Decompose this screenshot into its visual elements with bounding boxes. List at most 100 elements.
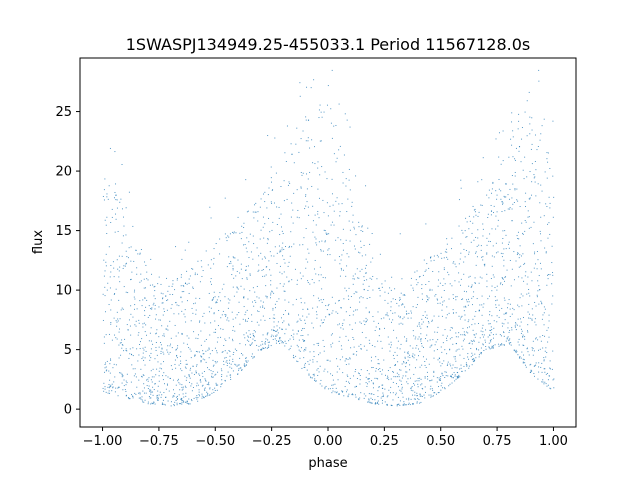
data-point xyxy=(134,373,136,375)
data-point xyxy=(107,198,109,200)
data-point xyxy=(528,313,530,315)
data-point xyxy=(232,318,234,320)
data-point xyxy=(426,263,428,265)
data-point xyxy=(534,181,536,183)
data-point xyxy=(182,388,184,390)
data-point xyxy=(230,378,232,380)
data-point xyxy=(338,393,340,395)
data-point xyxy=(139,300,141,302)
data-point xyxy=(491,347,493,349)
data-point xyxy=(412,287,414,289)
data-point xyxy=(260,319,262,321)
data-point xyxy=(452,377,454,379)
data-point xyxy=(151,273,153,275)
data-point xyxy=(455,312,457,314)
data-point xyxy=(295,355,297,357)
data-point xyxy=(228,263,230,265)
data-point xyxy=(492,345,494,347)
data-point xyxy=(300,302,302,304)
data-point xyxy=(345,275,347,277)
data-point xyxy=(377,359,379,361)
data-point xyxy=(325,385,327,387)
data-point xyxy=(538,371,540,373)
data-point xyxy=(410,389,412,391)
data-point xyxy=(468,251,470,253)
data-point xyxy=(519,245,521,247)
data-point xyxy=(322,339,324,341)
data-point xyxy=(472,329,474,331)
data-point xyxy=(436,298,438,300)
data-point xyxy=(543,357,545,359)
data-point xyxy=(289,255,291,257)
data-point xyxy=(498,188,500,190)
data-point xyxy=(296,360,298,362)
data-point xyxy=(318,300,320,302)
data-point xyxy=(233,277,235,279)
data-point xyxy=(464,230,466,232)
data-point xyxy=(332,384,334,386)
data-point xyxy=(333,210,335,212)
data-point xyxy=(452,294,454,296)
data-point xyxy=(541,302,543,304)
data-point xyxy=(130,334,132,336)
data-point xyxy=(214,389,216,391)
data-point xyxy=(326,202,328,204)
data-point xyxy=(446,251,448,253)
data-point xyxy=(202,376,204,378)
data-point xyxy=(482,336,484,338)
data-point xyxy=(487,298,489,300)
data-point xyxy=(184,309,186,311)
data-point xyxy=(446,335,448,337)
data-point xyxy=(429,288,431,290)
data-point xyxy=(427,340,429,342)
y-tick-label: 20 xyxy=(55,165,72,180)
data-point xyxy=(189,369,191,371)
data-point xyxy=(505,313,507,315)
data-point xyxy=(375,367,377,369)
data-point xyxy=(552,272,554,274)
data-point xyxy=(426,295,428,297)
data-point xyxy=(274,338,276,340)
data-point xyxy=(186,270,188,272)
data-point xyxy=(122,344,124,346)
data-point xyxy=(316,306,318,308)
data-point xyxy=(214,296,216,298)
data-point xyxy=(347,198,349,200)
data-point xyxy=(406,313,408,315)
data-point xyxy=(491,210,493,212)
data-point xyxy=(381,387,383,389)
data-point xyxy=(499,309,501,311)
data-point xyxy=(155,349,157,351)
data-point xyxy=(441,351,443,353)
data-point xyxy=(500,282,502,284)
data-point xyxy=(405,366,407,368)
data-point xyxy=(543,368,545,370)
data-point xyxy=(518,357,520,359)
data-point xyxy=(185,359,187,361)
data-point xyxy=(395,383,397,385)
data-point xyxy=(215,301,217,303)
data-point xyxy=(502,230,504,232)
data-point xyxy=(458,315,460,317)
data-point xyxy=(284,333,286,335)
data-point xyxy=(351,393,353,395)
data-point xyxy=(235,232,237,234)
data-point xyxy=(208,394,210,396)
data-point xyxy=(157,398,159,400)
data-point xyxy=(264,307,266,309)
data-point xyxy=(512,183,514,185)
data-point xyxy=(364,267,366,269)
data-point xyxy=(202,358,204,360)
data-point xyxy=(485,348,487,350)
data-point xyxy=(289,245,291,247)
data-point xyxy=(392,371,394,373)
data-point xyxy=(399,404,401,406)
data-point xyxy=(495,307,497,308)
data-point xyxy=(342,356,344,358)
data-point xyxy=(166,383,168,385)
data-point xyxy=(457,376,459,378)
data-point xyxy=(414,354,416,356)
data-point xyxy=(136,267,138,269)
data-point xyxy=(234,330,236,332)
data-point xyxy=(229,299,231,301)
